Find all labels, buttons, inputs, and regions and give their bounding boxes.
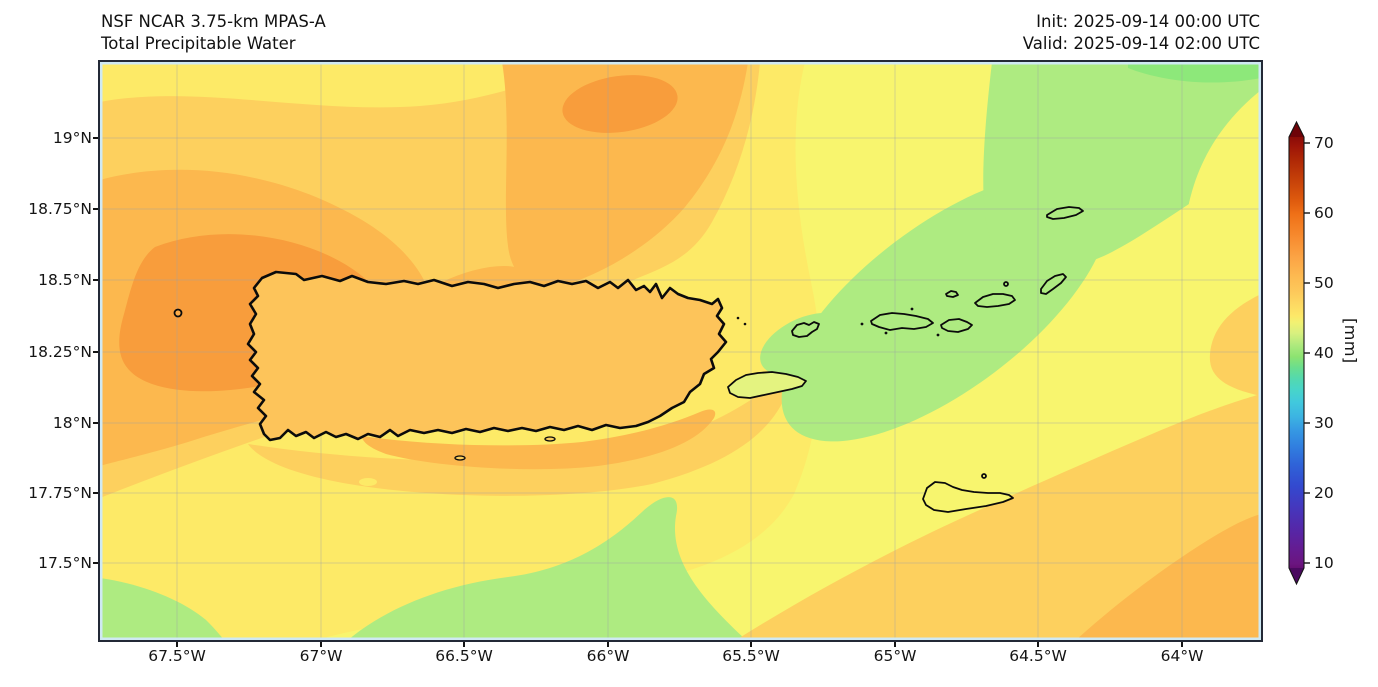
y-tick-label: 17.75°N bbox=[28, 484, 92, 502]
colorbar-gradient-bar bbox=[1289, 137, 1304, 568]
y-tick-label: 18.5°N bbox=[38, 271, 92, 289]
x-axis-tick-mark bbox=[1037, 642, 1039, 647]
x-tick-label: 66°W bbox=[586, 647, 630, 665]
y-axis-tick-mark bbox=[93, 137, 98, 139]
colorbar-unit-label: [mm] bbox=[1341, 318, 1360, 364]
y-tick-label: 19°N bbox=[52, 129, 92, 147]
caja-de-muertos-island bbox=[454, 455, 466, 461]
x-tick-label: 65.5°W bbox=[722, 647, 780, 665]
y-tick-label: 17.5°N bbox=[38, 554, 92, 572]
colorbar-tick-label: 30 bbox=[1314, 414, 1334, 432]
model-name: NSF NCAR 3.75-km MPAS-A bbox=[101, 12, 326, 31]
timestamps: Init: 2025-09-14 00:00 UTC Valid: 2025-09… bbox=[1023, 11, 1260, 55]
islet-sliver bbox=[544, 436, 556, 442]
colorbar-tick-label: 10 bbox=[1314, 554, 1334, 572]
y-axis-tick-mark bbox=[93, 422, 98, 424]
x-axis-tick-mark bbox=[1181, 642, 1183, 647]
tpw-contour-field bbox=[100, 62, 1261, 640]
colorbar-tick-marks bbox=[1304, 142, 1310, 564]
x-axis-tick-mark bbox=[894, 642, 896, 647]
variable-name: Total Precipitable Water bbox=[101, 34, 296, 53]
desecheo-island bbox=[173, 308, 183, 318]
puerto-rico-coastline bbox=[246, 270, 728, 442]
x-tick-label: 66.5°W bbox=[435, 647, 493, 665]
small-cays bbox=[736, 307, 940, 337]
init-time: Init: 2025-09-14 00:00 UTC bbox=[1036, 12, 1260, 31]
y-axis-tick-mark bbox=[93, 492, 98, 494]
x-tick-label: 64.5°W bbox=[1009, 647, 1067, 665]
y-tick-label: 18°N bbox=[52, 414, 92, 432]
jost-van-dyke-island bbox=[945, 290, 959, 298]
st-croix-island bbox=[922, 481, 1014, 513]
map-plot-area bbox=[98, 60, 1263, 642]
colorbar-outline bbox=[1288, 120, 1305, 586]
colorbar-tick-label: 60 bbox=[1314, 204, 1334, 222]
y-tick-label: 18.25°N bbox=[28, 343, 92, 361]
vieques-island bbox=[727, 371, 807, 399]
virgin-gorda-island bbox=[1040, 273, 1067, 295]
x-axis-tick-mark bbox=[320, 642, 322, 647]
x-tick-label: 67°W bbox=[299, 647, 343, 665]
x-axis-tick-mark bbox=[607, 642, 609, 647]
colorbar-tick-label: 20 bbox=[1314, 484, 1334, 502]
st-john-island bbox=[940, 318, 973, 333]
valid-time: Valid: 2025-09-14 02:00 UTC bbox=[1022, 34, 1260, 53]
x-tick-label: 64°W bbox=[1160, 647, 1204, 665]
figure-title: NSF NCAR 3.75-km MPAS-A Total Precipitabl… bbox=[101, 11, 326, 55]
x-tick-label: 65°W bbox=[873, 647, 917, 665]
map-canvas bbox=[100, 62, 1261, 640]
cay-dot bbox=[1003, 281, 1009, 287]
colorbar bbox=[1288, 120, 1310, 586]
y-tick-label: 18.75°N bbox=[28, 200, 92, 218]
colorbar-extend-low bbox=[1289, 568, 1304, 584]
x-axis-tick-mark bbox=[176, 642, 178, 647]
y-axis-tick-mark bbox=[93, 562, 98, 564]
culebra-island bbox=[791, 321, 820, 338]
buck-island-dot bbox=[981, 473, 987, 479]
x-axis-tick-mark bbox=[750, 642, 752, 647]
x-tick-label: 67.5°W bbox=[148, 647, 206, 665]
tortola-island bbox=[974, 293, 1016, 308]
st-thomas-island bbox=[870, 312, 934, 331]
colorbar-tick-label: 40 bbox=[1314, 344, 1334, 362]
axes-inner-rim bbox=[100, 62, 1261, 640]
colorbar-extend-high bbox=[1289, 122, 1304, 137]
anegada-island bbox=[1046, 206, 1084, 220]
y-axis-tick-mark bbox=[93, 208, 98, 210]
colorbar-tick-label: 70 bbox=[1314, 134, 1334, 152]
y-axis-tick-mark bbox=[93, 279, 98, 281]
colorbar-tick-label: 50 bbox=[1314, 274, 1334, 292]
island-outlines bbox=[173, 206, 1084, 513]
y-axis-tick-mark bbox=[93, 351, 98, 353]
x-axis-tick-mark bbox=[463, 642, 465, 647]
